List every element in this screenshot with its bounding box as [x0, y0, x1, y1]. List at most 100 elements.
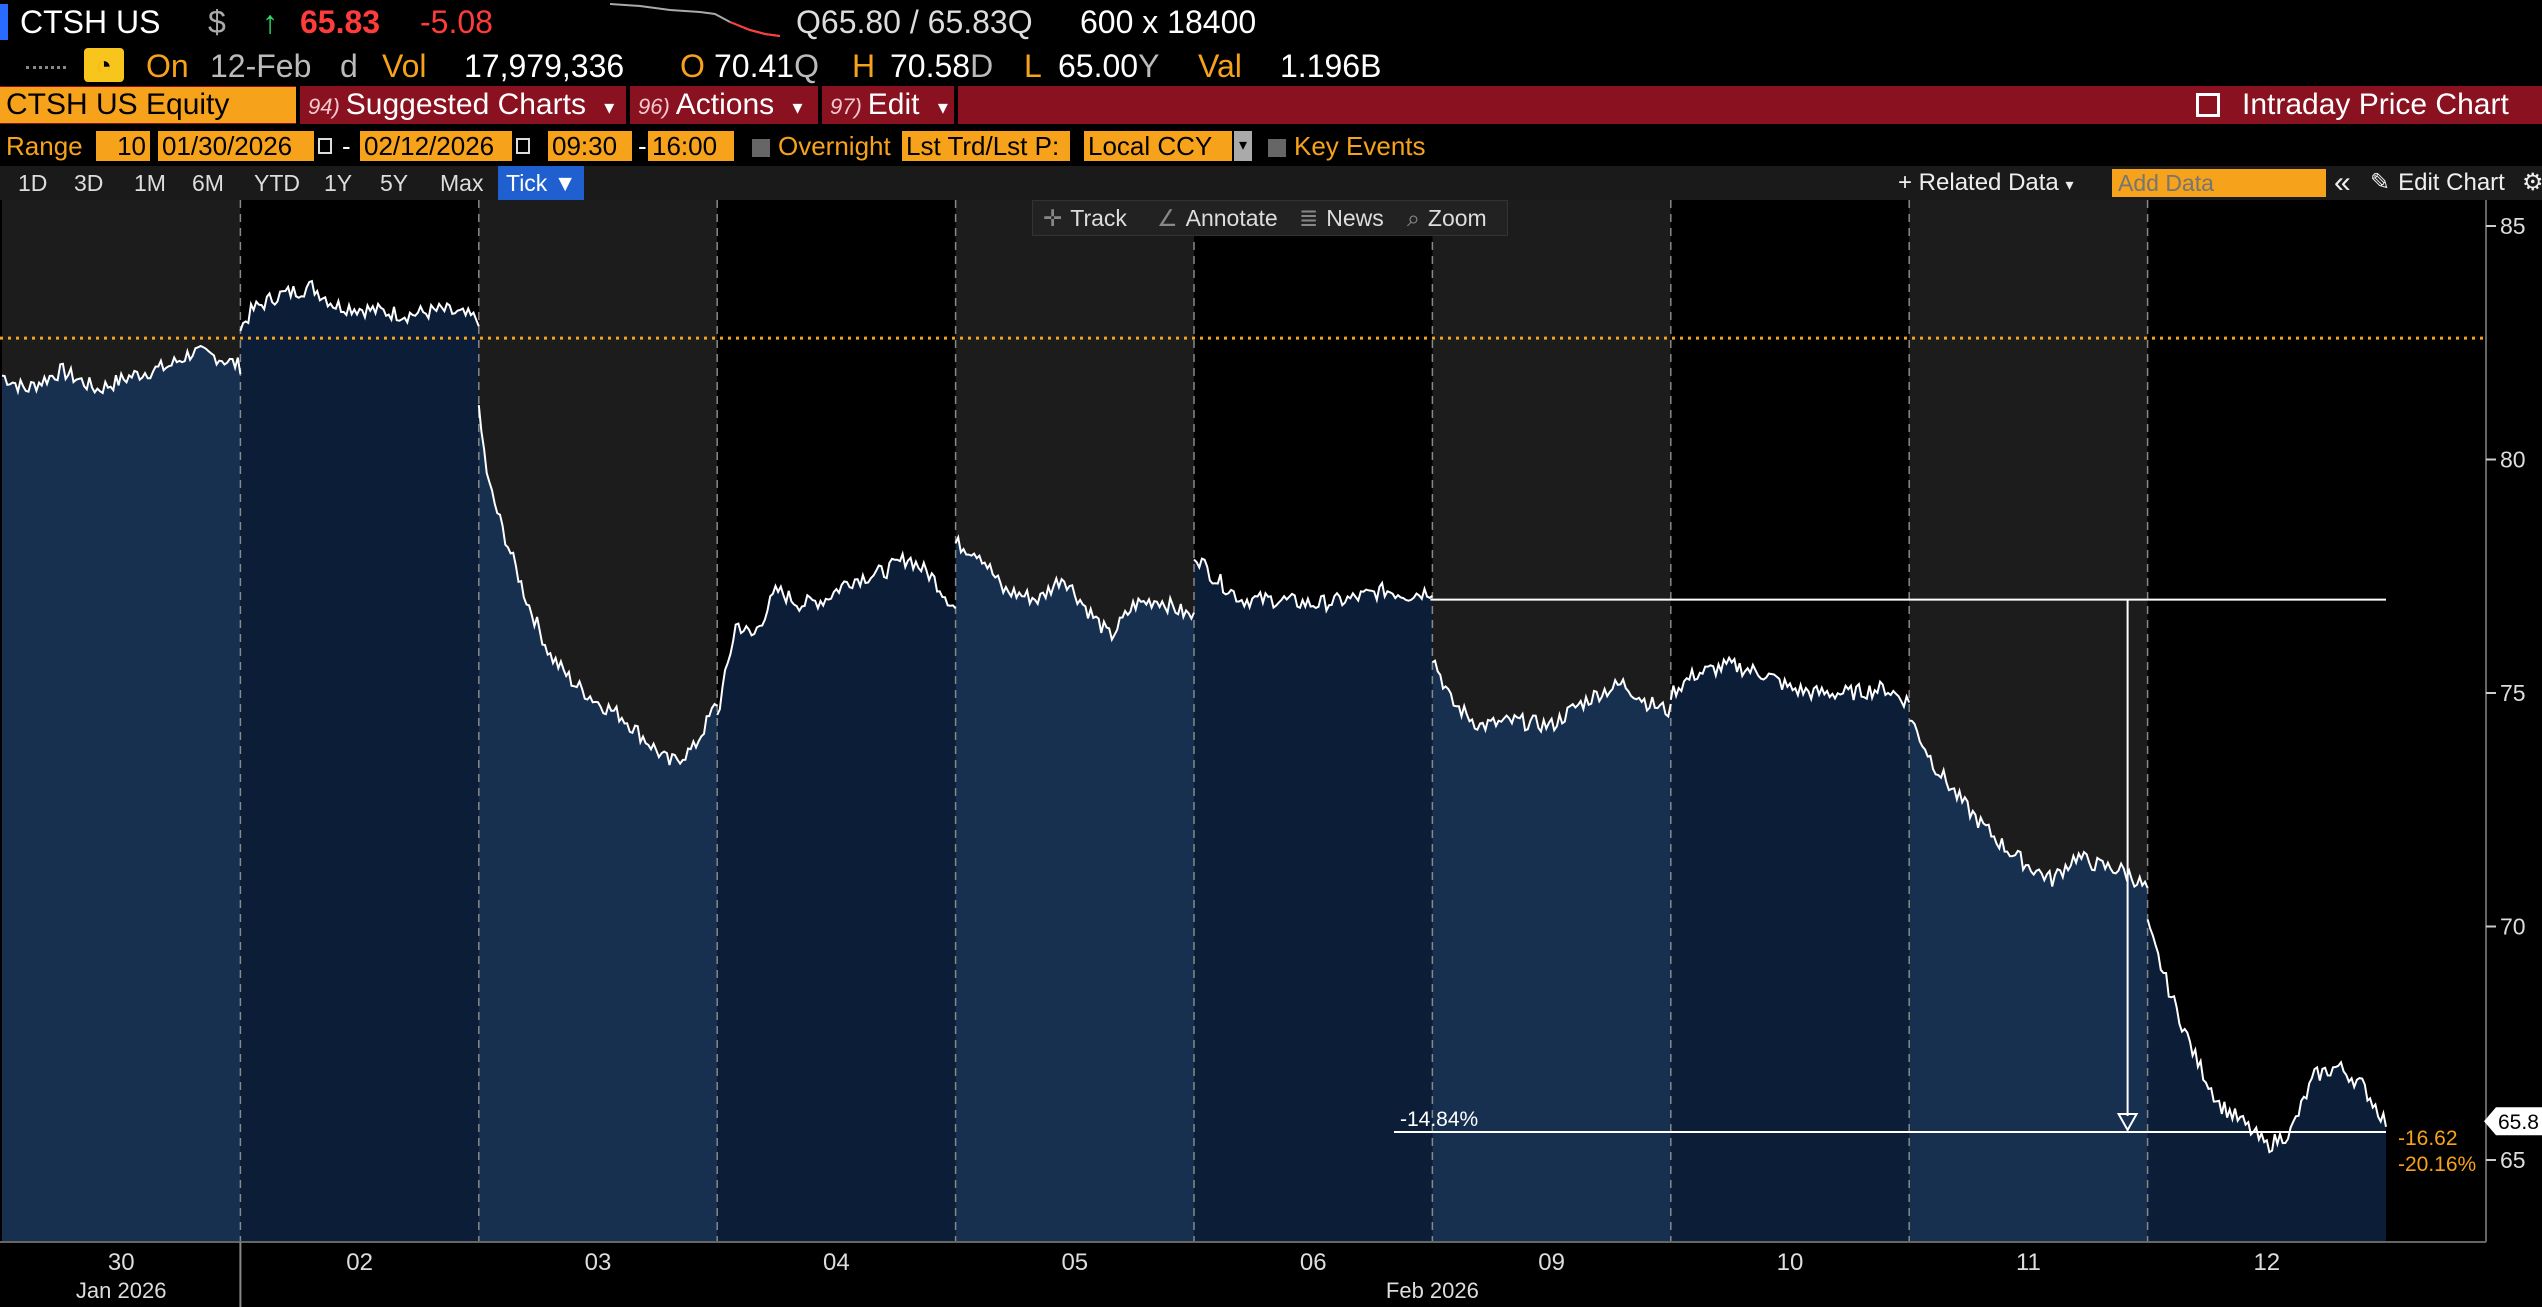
last-price: 65.83: [300, 4, 381, 40]
period-1m[interactable]: 1M: [134, 170, 166, 196]
price-line-05: [954, 534, 1195, 643]
ask-suffix: Q: [1007, 4, 1033, 40]
bid-ask: Q65.80 / 65.83Q: [796, 4, 1033, 40]
calendar-icon[interactable]: [516, 138, 530, 154]
actions-number: 96): [638, 94, 670, 119]
chart-title-area[interactable]: Intraday Price Chart: [2196, 86, 2509, 124]
overnight-checkbox[interactable]: Overnight: [752, 126, 891, 166]
period-bar: 1D 3D 1M 6M YTD 1Y 5Y Max Tick ▼ + Relat…: [0, 166, 2542, 200]
dots-icon: [26, 66, 66, 75]
high-price: 70.58D: [890, 44, 993, 88]
key-events-checkbox[interactable]: Key Events: [1268, 126, 1426, 166]
key-events-label: Key Events: [1294, 131, 1426, 161]
chevron-down-icon: ▾: [2065, 177, 2074, 194]
volume: 17,979,336: [464, 48, 625, 84]
chevron-down-icon[interactable]: ▾: [1234, 131, 1252, 161]
period-1d[interactable]: 1D: [18, 170, 48, 196]
price-area-10: [1670, 657, 1910, 1242]
open-value: 70.41: [714, 48, 795, 84]
high-value: 70.58: [890, 48, 971, 84]
zoom-button[interactable]: ⌕ Zoom: [1407, 201, 1487, 235]
quote-row-1: CTSH US $ ↑ 65.83 -5.08 Q65.80 / 65.83Q …: [0, 0, 2542, 44]
calendar-icon[interactable]: [318, 138, 332, 154]
collapse-icon[interactable]: «: [2334, 166, 2351, 199]
search-icon: ⌕: [1407, 205, 1420, 231]
price-area-12: [2147, 919, 2386, 1242]
traded-value: 1.196B: [1280, 48, 1382, 84]
period-6m[interactable]: 6M: [192, 170, 224, 196]
y-axis: 65 70 75 80 85 65.8 -16.62 -20.16%: [2398, 200, 2542, 1242]
x-axis: 30 02 03 04 05 06 09 10 11 12 Jan 2026 Feb 2026: [0, 1241, 2486, 1307]
period-tick[interactable]: Tick ▼: [498, 166, 585, 200]
add-data-input[interactable]: [2112, 169, 2326, 197]
time-dash: -: [638, 131, 647, 161]
suggested-charts-menu[interactable]: 94) Suggested Charts ▾: [308, 86, 614, 124]
period-ytd[interactable]: YTD: [254, 170, 300, 196]
period-max[interactable]: Max: [440, 170, 484, 196]
x-tick-label: 05: [1061, 1249, 1088, 1276]
price-type-select[interactable]: Lst Trd/Lst P:: [902, 131, 1070, 161]
annotate-button[interactable]: ∠ Annotate: [1157, 201, 1278, 235]
price-area-03: [478, 405, 718, 1243]
chevron-down-icon: ▾: [937, 97, 948, 119]
period-5y[interactable]: 5Y: [380, 170, 409, 196]
measure-annotation: -14.84%: [1394, 598, 2386, 1133]
overnight-label: Overnight: [778, 131, 891, 161]
x-tick-label: 04: [823, 1249, 850, 1276]
ask: 65.83: [927, 4, 1008, 40]
last-price-tag-label: 65.8: [2498, 1111, 2539, 1134]
chart-toolbar: ✛ Track ∠ Annotate ≣ News ⌕ Zoom: [1032, 200, 1508, 236]
speedometer-icon[interactable]: ◔: [84, 48, 124, 82]
edit-label: Edit: [867, 88, 920, 121]
menu-separator: [818, 86, 822, 124]
price-line-09: [1431, 659, 1672, 734]
price-area-09: [1432, 660, 1671, 1242]
price-area-11: [1909, 720, 2148, 1242]
x-tick-label: 03: [585, 1249, 612, 1276]
last-price-tag: [2484, 1107, 2542, 1136]
price-line-30: [1, 344, 242, 396]
pencil-icon: ∠: [1157, 205, 1178, 231]
period-3d[interactable]: 3D: [74, 170, 104, 196]
actions-label: Actions: [675, 88, 775, 121]
x-tick-label: 11: [2016, 1249, 2041, 1276]
news-button[interactable]: ≣ News: [1299, 201, 1384, 235]
range-input[interactable]: 10: [96, 131, 150, 161]
x-group-label: Feb 2026: [1386, 1278, 1479, 1303]
price-line-11: [1909, 719, 2149, 889]
val-label: Val: [1198, 48, 1242, 84]
gear-icon[interactable]: ⚙: [2522, 169, 2542, 196]
x-tick-label: 30: [108, 1249, 135, 1276]
focus-marker: [0, 4, 8, 40]
price-lines: [1, 279, 2387, 1154]
zoom-label: Zoom: [1427, 205, 1487, 231]
edit-chart-label: Edit Chart: [2398, 169, 2505, 196]
actions-menu[interactable]: 96) Actions ▾: [638, 86, 803, 124]
popout-icon: [2196, 93, 2220, 117]
low-price: 65.00Y: [1058, 44, 1159, 88]
end-time-input[interactable]: 16:00: [648, 131, 734, 161]
edit-menu[interactable]: 97) Edit ▾: [830, 86, 948, 124]
edit-number: 97): [830, 94, 862, 119]
edit-chart-button[interactable]: ✎ Edit Chart: [2370, 166, 2505, 200]
currency-symbol: $: [208, 4, 226, 40]
bid: 65.80: [820, 4, 901, 40]
currency-select[interactable]: Local CCY: [1084, 131, 1232, 161]
end-date-input[interactable]: 02/12/2026: [360, 131, 512, 161]
x-tick-label: 12: [2253, 1249, 2280, 1276]
intraday-chart[interactable]: -14.84% 65 70 75 80 85 65.8 -16.62 -20.16% 30 02…: [0, 200, 2542, 1307]
price-areas: [2, 281, 2386, 1243]
period-1y[interactable]: 1Y: [324, 170, 353, 196]
related-data-menu[interactable]: + Related Data ▾: [1898, 166, 2073, 200]
on-label: On: [146, 48, 189, 84]
chevron-down-icon: ▾: [604, 97, 615, 119]
start-time-input[interactable]: 09:30: [548, 131, 632, 161]
track-button[interactable]: ✛ Track: [1043, 201, 1127, 235]
ticker[interactable]: CTSH US: [20, 4, 161, 40]
start-date-input[interactable]: 01/30/2026: [158, 131, 314, 161]
pencil-icon: ✎: [2370, 169, 2391, 196]
menu-separator: [296, 86, 300, 124]
arrow-down-icon: [2116, 1112, 2139, 1133]
security-field[interactable]: CTSH US Equity: [0, 87, 296, 123]
price-area-02: [240, 281, 479, 1243]
